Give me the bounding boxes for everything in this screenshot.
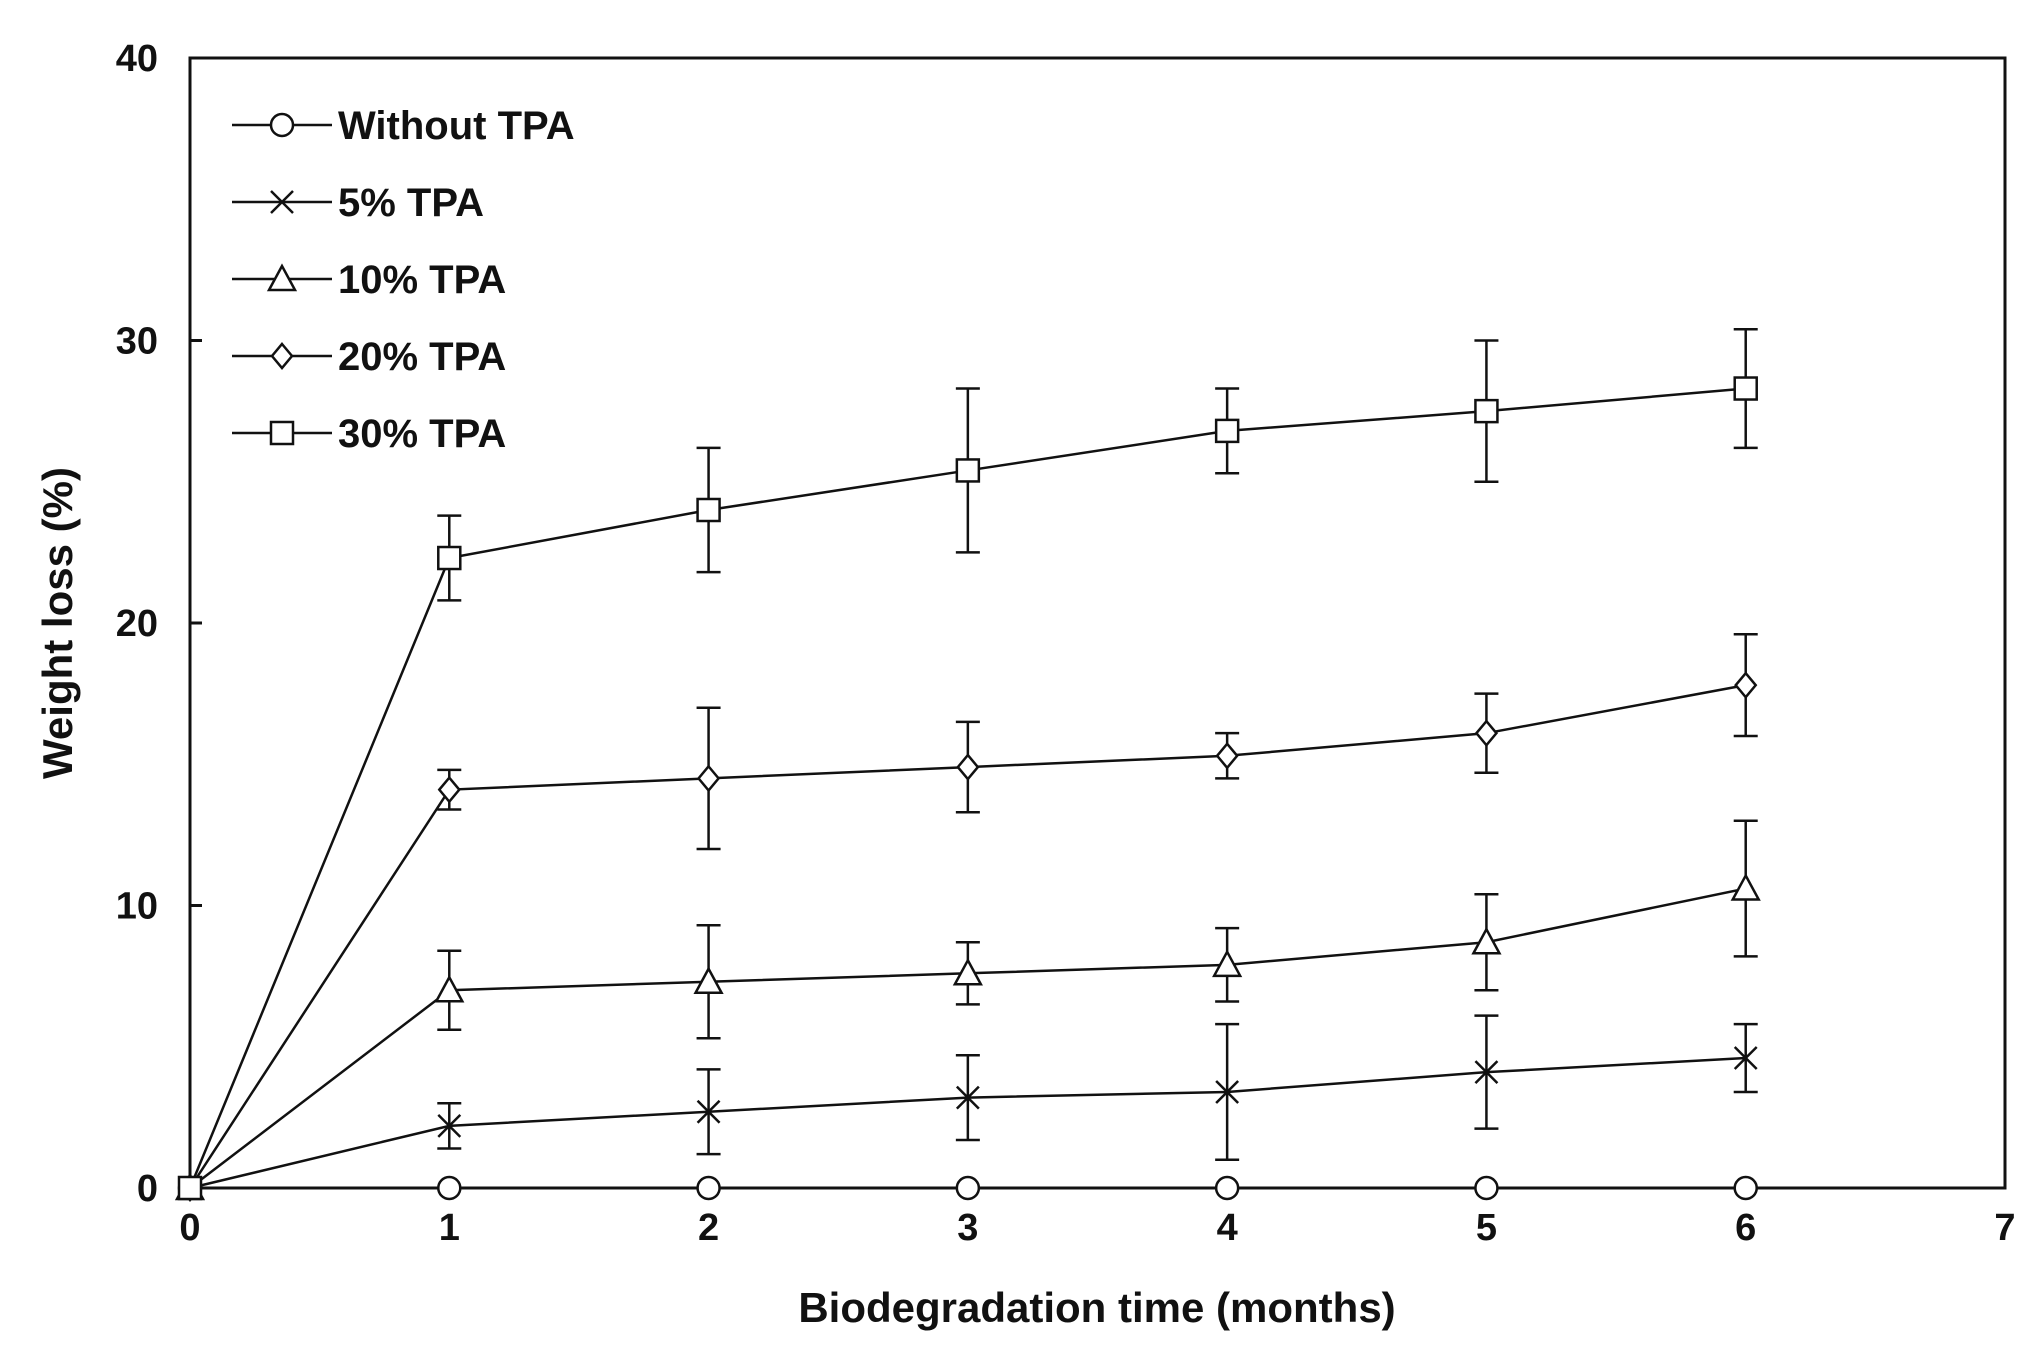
series-5-tpa-point-marker-stroke [1215,1080,1240,1104]
series-5-tpa-point-marker [437,1113,462,1138]
series-5-tpa-point-marker-stroke [1474,1060,1499,1085]
legend-label: 30% TPA [338,412,506,456]
legend-item-10-tpa: 10% TPA [232,258,506,302]
y-tick-label: 30 [116,321,158,363]
series-without-tpa-point-marker [437,1175,462,1201]
legend-marker-stroke [270,190,294,214]
series-without-tpa-point-marker [1214,1175,1240,1201]
legend: Without TPA 5% TPA 10% TPA 20% TPA 30% TPA [232,104,575,456]
series-30-tpa-point-marker [177,1175,203,1201]
legend-label: 20% TPA [338,335,506,379]
legend-item-30-tpa: 30% TPA [232,412,506,456]
y-tick-label: 10 [116,886,158,928]
legend-marker [269,112,295,138]
x-tick-label: 1 [439,1207,460,1249]
series-30-tpa-point-marker [696,497,721,523]
series-without-tpa-point-marker [955,1175,981,1201]
series-5-tpa [178,1014,1758,1200]
series-10-tpa-point-marker [1730,872,1761,901]
series-30-tpa [177,327,1758,1201]
x-tick-label: 5 [1476,1207,1497,1249]
legend-item-20-tpa: 20% TPA [232,335,506,379]
series-5-tpa-point-marker [1733,1046,1758,1070]
series-5-tpa-point-marker-stroke [955,1085,980,1110]
series-without-tpa-point-marker [1733,1175,1758,1201]
legend-item-without-tpa: Without TPA [232,104,575,148]
series-10-tpa [174,819,1761,1201]
series-5-tpa-point-marker-stroke [437,1113,462,1138]
series-5-tpa-point-marker-stroke [696,1099,721,1124]
series-5-tpa-point-marker-stroke [1733,1046,1758,1070]
ticks-layer: 0 1 2 3 4 5 6 7 0 10 20 30 40 [116,38,2016,1249]
y-axis-title: Weight loss (%) [34,467,81,779]
series-10-tpa-point-marker [1212,949,1243,978]
series-5-tpa-point-marker [696,1099,721,1124]
series-without-tpa [177,1175,1758,1201]
series-20-tpa [178,633,1758,1202]
series-30-tpa-point-marker [1214,418,1240,444]
y-tick-label: 0 [137,1168,158,1210]
series-20-tpa-point-marker [1215,741,1239,770]
series-5-tpa-point-marker [1474,1060,1499,1085]
y-tick-label: 20 [116,603,158,645]
legend-item-5-tpa: 5% TPA [232,181,484,225]
series-10-tpa-point-marker [434,974,465,1003]
series-20-tpa-point-marker [1474,719,1499,748]
x-tick-label: 7 [1994,1207,2015,1249]
plot-frame [188,56,2007,1190]
series-10-tpa-point-marker [1471,926,1502,955]
series-10-tpa-point-marker [952,957,983,986]
legend-label: Without TPA [338,104,575,148]
series-10-tpa-point-marker [693,966,724,995]
series-30-tpa-point-marker [437,545,462,571]
series-10-tpa-line [189,887,1746,1189]
x-tick-label: 4 [1217,1207,1238,1249]
series-30-tpa-point-marker [1474,398,1499,424]
legend-marker [269,420,295,446]
series-without-tpa-point-marker [696,1175,721,1201]
x-tick-label: 3 [957,1207,978,1249]
legend-label: 5% TPA [338,181,484,225]
legend-marker [270,190,294,214]
legend-label: 10% TPA [338,258,506,302]
legend-marker [266,263,298,292]
series-30-tpa-point-marker [955,458,981,483]
series-layer [174,327,1761,1202]
y-tick-label: 40 [116,38,158,80]
x-tick-label: 6 [1735,1207,1756,1249]
x-axis-title: Biodegradation time (months) [798,1284,1395,1331]
legend-marker [270,342,294,370]
series-without-tpa-point-marker [1474,1175,1499,1201]
series-20-tpa-point-marker [1734,671,1758,700]
series-20-tpa-point-marker [956,753,980,782]
series-5-tpa-point-marker [1215,1080,1240,1104]
x-tick-label: 0 [179,1207,200,1249]
series-20-tpa-point-marker [696,764,721,793]
series-20-tpa-point-marker [437,775,461,804]
series-30-tpa-point-marker [1733,376,1758,401]
x-tick-label: 2 [698,1207,719,1249]
series-5-tpa-point-marker [955,1085,980,1110]
